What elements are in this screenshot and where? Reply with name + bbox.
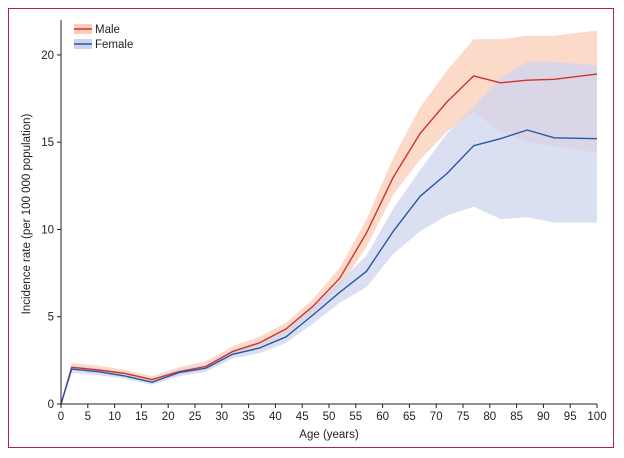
series-lines <box>60 73 598 405</box>
y-tick-label: 20 <box>41 50 54 62</box>
x-tick-label: 5 <box>85 411 91 423</box>
legend: Male Female <box>74 24 133 51</box>
line-female <box>60 129 598 405</box>
legend-label-female: Female <box>95 39 133 51</box>
y-tick-label: 5 <box>48 312 54 324</box>
x-tick-label: 15 <box>135 411 148 423</box>
x-axis-title: Age (years) <box>299 429 359 441</box>
x-tick-label: 55 <box>349 411 362 423</box>
x-axis-ticks: 0 5 10 15 20 25 30 35 40 45 50 55 60 65 70 75 80 85 90 95 10… <box>58 404 607 423</box>
x-tick-label: 0 <box>58 411 64 423</box>
x-tick-label: 10 <box>108 411 121 423</box>
y-axis-ticks: 0 5 10 15 20 <box>41 50 61 411</box>
x-tick-label: 95 <box>564 411 577 423</box>
x-tick-label: 40 <box>269 411 282 423</box>
x-tick-label: 70 <box>430 411 443 423</box>
x-tick-label: 20 <box>162 411 175 423</box>
legend-item-male: Male <box>74 24 120 36</box>
line-male <box>60 73 598 405</box>
x-tick-label: 80 <box>483 411 496 423</box>
confidence-bands <box>61 30 597 405</box>
x-tick-label: 90 <box>537 411 550 423</box>
x-tick-label: 75 <box>457 411 470 423</box>
x-tick-label: 65 <box>403 411 416 423</box>
y-tick-label: 15 <box>41 137 54 149</box>
x-tick-label: 30 <box>215 411 228 423</box>
x-tick-label: 85 <box>510 411 523 423</box>
x-tick-label: 100 <box>587 411 606 423</box>
x-tick-label: 45 <box>296 411 309 423</box>
x-tick-label: 35 <box>242 411 255 423</box>
y-tick-label: 0 <box>48 399 54 411</box>
x-tick-label: 60 <box>376 411 389 423</box>
legend-label-male: Male <box>95 24 120 36</box>
y-axis-title: Incidence rate (per 100 000 population) <box>21 113 33 314</box>
x-tick-label: 50 <box>323 411 336 423</box>
x-tick-label: 25 <box>189 411 202 423</box>
y-tick-label: 10 <box>41 224 54 236</box>
band-female <box>61 61 597 405</box>
legend-item-female: Female <box>74 39 133 51</box>
